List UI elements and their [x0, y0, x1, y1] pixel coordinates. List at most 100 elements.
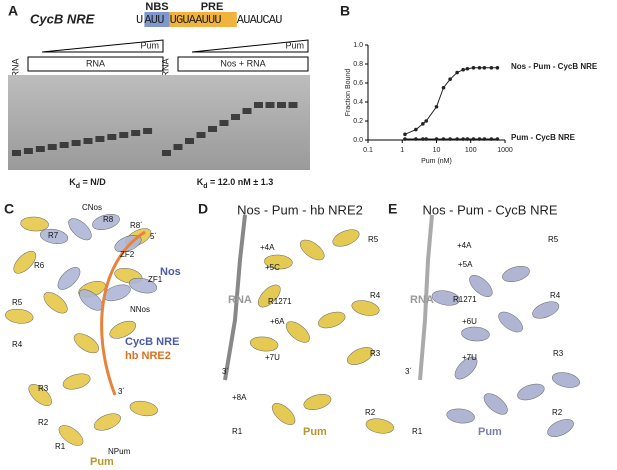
- structure-label: R3: [38, 384, 49, 393]
- structure-label: R1271: [453, 295, 477, 304]
- structure-label: ZF1: [148, 275, 163, 284]
- box-label: Nos + RNA: [220, 58, 265, 68]
- structure-label: NNos: [130, 305, 150, 314]
- y-tick-label: 0.8: [353, 61, 363, 68]
- lane-label: RNA: [160, 58, 170, 77]
- panel-letter: B: [340, 3, 350, 19]
- structure-label: R8: [103, 215, 114, 224]
- helix: [547, 419, 574, 437]
- structure-label: +8A: [232, 393, 247, 402]
- band: [242, 108, 252, 114]
- helix: [5, 308, 34, 324]
- structure-label: R4: [550, 291, 561, 300]
- point: [434, 137, 439, 141]
- point: [403, 132, 407, 137]
- helix: [129, 277, 157, 294]
- highlight: [169, 12, 237, 27]
- structure-label: CycB NRE: [125, 336, 179, 348]
- y-tick-label: 0.4: [353, 99, 363, 106]
- helix: [129, 400, 158, 417]
- triangle: [191, 39, 309, 53]
- structure-label: 3´: [118, 387, 125, 396]
- titrant: Pum: [285, 40, 304, 50]
- band: [254, 102, 263, 108]
- kd-rest: = 12.0 nM ± 1.3: [208, 177, 274, 187]
- x-tick-label: 100: [465, 147, 477, 154]
- y-tick-label: 1.0: [353, 42, 363, 49]
- x-tick-label: 1: [400, 147, 404, 154]
- point: [414, 127, 418, 132]
- kd-k: K: [69, 177, 76, 187]
- structure-label: +4A: [457, 241, 472, 250]
- structure-label: +4A: [260, 243, 275, 252]
- point: [424, 137, 428, 141]
- point: [403, 137, 407, 141]
- panel-letter: C: [4, 201, 14, 217]
- point: [482, 137, 487, 141]
- pre-label: PRE: [201, 1, 224, 13]
- helix: [347, 347, 374, 365]
- helix: [498, 311, 523, 333]
- helix: [365, 418, 394, 434]
- point: [455, 137, 459, 141]
- y-label: Fraction Bound: [345, 69, 352, 117]
- nbs-label: NBS: [145, 1, 168, 13]
- panel-title: Nos - Pum - CycB NRE: [422, 202, 557, 217]
- band: [23, 148, 33, 154]
- helix: [271, 403, 296, 425]
- construct: CycB NRE: [30, 11, 95, 26]
- band: [47, 144, 57, 150]
- point: [482, 66, 487, 70]
- helix: [13, 250, 37, 274]
- rna: [223, 214, 247, 381]
- helix: [483, 393, 508, 415]
- series-label: Pum - CycB NRE: [511, 133, 576, 142]
- band: [107, 134, 117, 140]
- point: [421, 122, 425, 126]
- helix: [332, 229, 360, 247]
- point: [461, 67, 465, 72]
- structure-label: 3´: [405, 367, 412, 376]
- lane-label: RNA: [10, 58, 20, 77]
- helix: [285, 321, 310, 343]
- helix: [318, 311, 346, 329]
- sequence-part: U: [136, 13, 143, 27]
- point: [424, 119, 428, 123]
- point: [489, 66, 494, 70]
- structure-label: Nos: [160, 266, 181, 278]
- band: [59, 142, 69, 148]
- helix: [58, 425, 84, 446]
- x-tick-label: 0.1: [363, 147, 373, 154]
- helix: [502, 265, 530, 283]
- point: [495, 66, 500, 70]
- band: [95, 136, 105, 142]
- structure-label: R4: [370, 291, 381, 300]
- helix: [446, 408, 475, 424]
- band: [35, 146, 45, 152]
- helix: [303, 393, 332, 411]
- sequence: U AUU UGUAAUUU AUAUCAU: [136, 12, 283, 27]
- point: [471, 66, 476, 70]
- helix: [469, 275, 493, 297]
- structure-label: +7U: [265, 353, 280, 362]
- panel-letter: A: [8, 3, 18, 19]
- point: [448, 137, 452, 141]
- triangle: [41, 39, 164, 53]
- helix: [454, 356, 478, 380]
- point: [489, 137, 494, 141]
- structure-label: Pum: [478, 426, 502, 438]
- structure-label: CNos: [82, 203, 102, 212]
- band: [265, 102, 275, 108]
- band: [277, 102, 286, 108]
- structure-label: NPum: [108, 447, 131, 456]
- structure-label: +5A: [458, 260, 473, 269]
- band: [162, 150, 171, 156]
- band: [143, 128, 153, 134]
- helix: [43, 292, 68, 314]
- structure-label: +6U: [462, 317, 477, 326]
- x-tick-label: 10: [433, 147, 441, 154]
- structure-label: Pum: [303, 426, 327, 438]
- helix: [109, 320, 137, 339]
